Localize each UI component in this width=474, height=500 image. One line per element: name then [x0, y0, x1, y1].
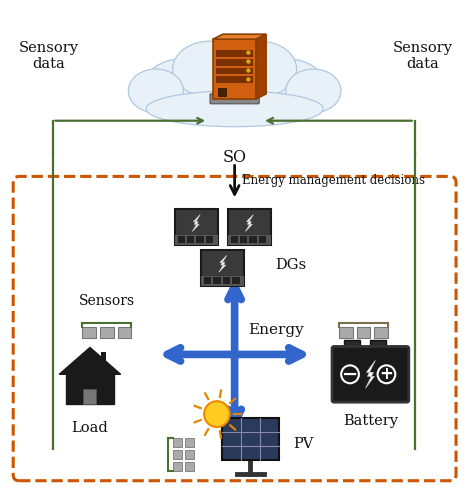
Polygon shape [246, 214, 253, 232]
Circle shape [204, 401, 230, 427]
Bar [232, 276, 239, 284]
Bar [185, 462, 194, 471]
Bar [216, 50, 253, 56]
Bar [213, 276, 221, 284]
Text: PV: PV [294, 437, 314, 451]
Polygon shape [256, 34, 266, 99]
Bar [231, 236, 238, 243]
Circle shape [246, 68, 251, 72]
Circle shape [341, 366, 359, 384]
Ellipse shape [146, 91, 323, 126]
Ellipse shape [251, 59, 326, 118]
Bar [118, 327, 131, 338]
Bar [370, 340, 385, 348]
Polygon shape [59, 348, 121, 374]
Text: Sensory
data: Sensory data [18, 41, 79, 71]
FancyBboxPatch shape [174, 209, 218, 245]
FancyBboxPatch shape [332, 346, 409, 402]
Bar [173, 438, 182, 447]
Polygon shape [365, 360, 375, 388]
Text: Sensors: Sensors [79, 294, 135, 308]
Bar [66, 374, 114, 404]
Text: Energy: Energy [248, 322, 304, 336]
Polygon shape [192, 214, 200, 232]
Bar [216, 68, 253, 74]
Circle shape [246, 60, 251, 64]
Bar [204, 276, 211, 284]
Circle shape [246, 50, 251, 55]
Polygon shape [213, 34, 266, 39]
Bar [206, 236, 213, 243]
Bar [178, 236, 185, 243]
Bar [173, 450, 182, 459]
Ellipse shape [187, 47, 282, 118]
Polygon shape [213, 39, 256, 99]
Bar [218, 88, 226, 96]
Bar [82, 327, 96, 338]
Bar [249, 236, 257, 243]
Circle shape [378, 366, 395, 384]
Text: Energy management decisions: Energy management decisions [242, 174, 425, 187]
Bar [374, 327, 388, 338]
Bar [185, 450, 194, 459]
Bar [100, 352, 107, 364]
Bar [216, 58, 253, 66]
Circle shape [246, 78, 251, 82]
Bar [344, 340, 360, 348]
Bar [223, 276, 230, 284]
Text: Sensory
data: Sensory data [392, 41, 453, 71]
FancyBboxPatch shape [201, 250, 245, 286]
Bar [196, 236, 204, 243]
Ellipse shape [222, 41, 297, 97]
Text: Load: Load [72, 421, 109, 435]
Ellipse shape [286, 69, 341, 113]
Text: +: + [380, 366, 393, 384]
Bar [185, 438, 194, 447]
Polygon shape [219, 256, 227, 272]
FancyBboxPatch shape [210, 94, 259, 104]
Bar [228, 235, 271, 245]
Text: Battery: Battery [343, 414, 398, 428]
Ellipse shape [128, 69, 183, 113]
Text: −: − [342, 365, 358, 384]
Bar [356, 327, 371, 338]
Bar [100, 327, 114, 338]
Bar [201, 276, 245, 286]
Text: DGs: DGs [275, 258, 306, 272]
Bar [216, 76, 253, 84]
Ellipse shape [143, 59, 218, 118]
Bar [339, 327, 353, 338]
Bar [187, 236, 194, 243]
Bar [173, 462, 182, 471]
Bar [222, 418, 279, 460]
FancyBboxPatch shape [228, 209, 271, 245]
Bar [174, 235, 218, 245]
Ellipse shape [173, 41, 247, 97]
Bar [259, 236, 266, 243]
Bar [83, 389, 96, 404]
Text: SO: SO [223, 148, 246, 166]
Bar [240, 236, 247, 243]
